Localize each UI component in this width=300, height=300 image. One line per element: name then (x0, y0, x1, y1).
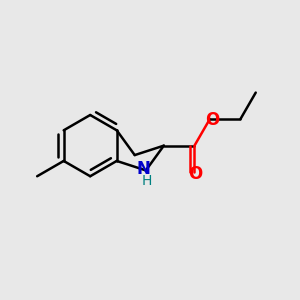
Text: O: O (188, 165, 202, 183)
Text: H: H (142, 174, 152, 188)
Text: N: N (136, 160, 151, 178)
Text: O: O (205, 111, 219, 129)
